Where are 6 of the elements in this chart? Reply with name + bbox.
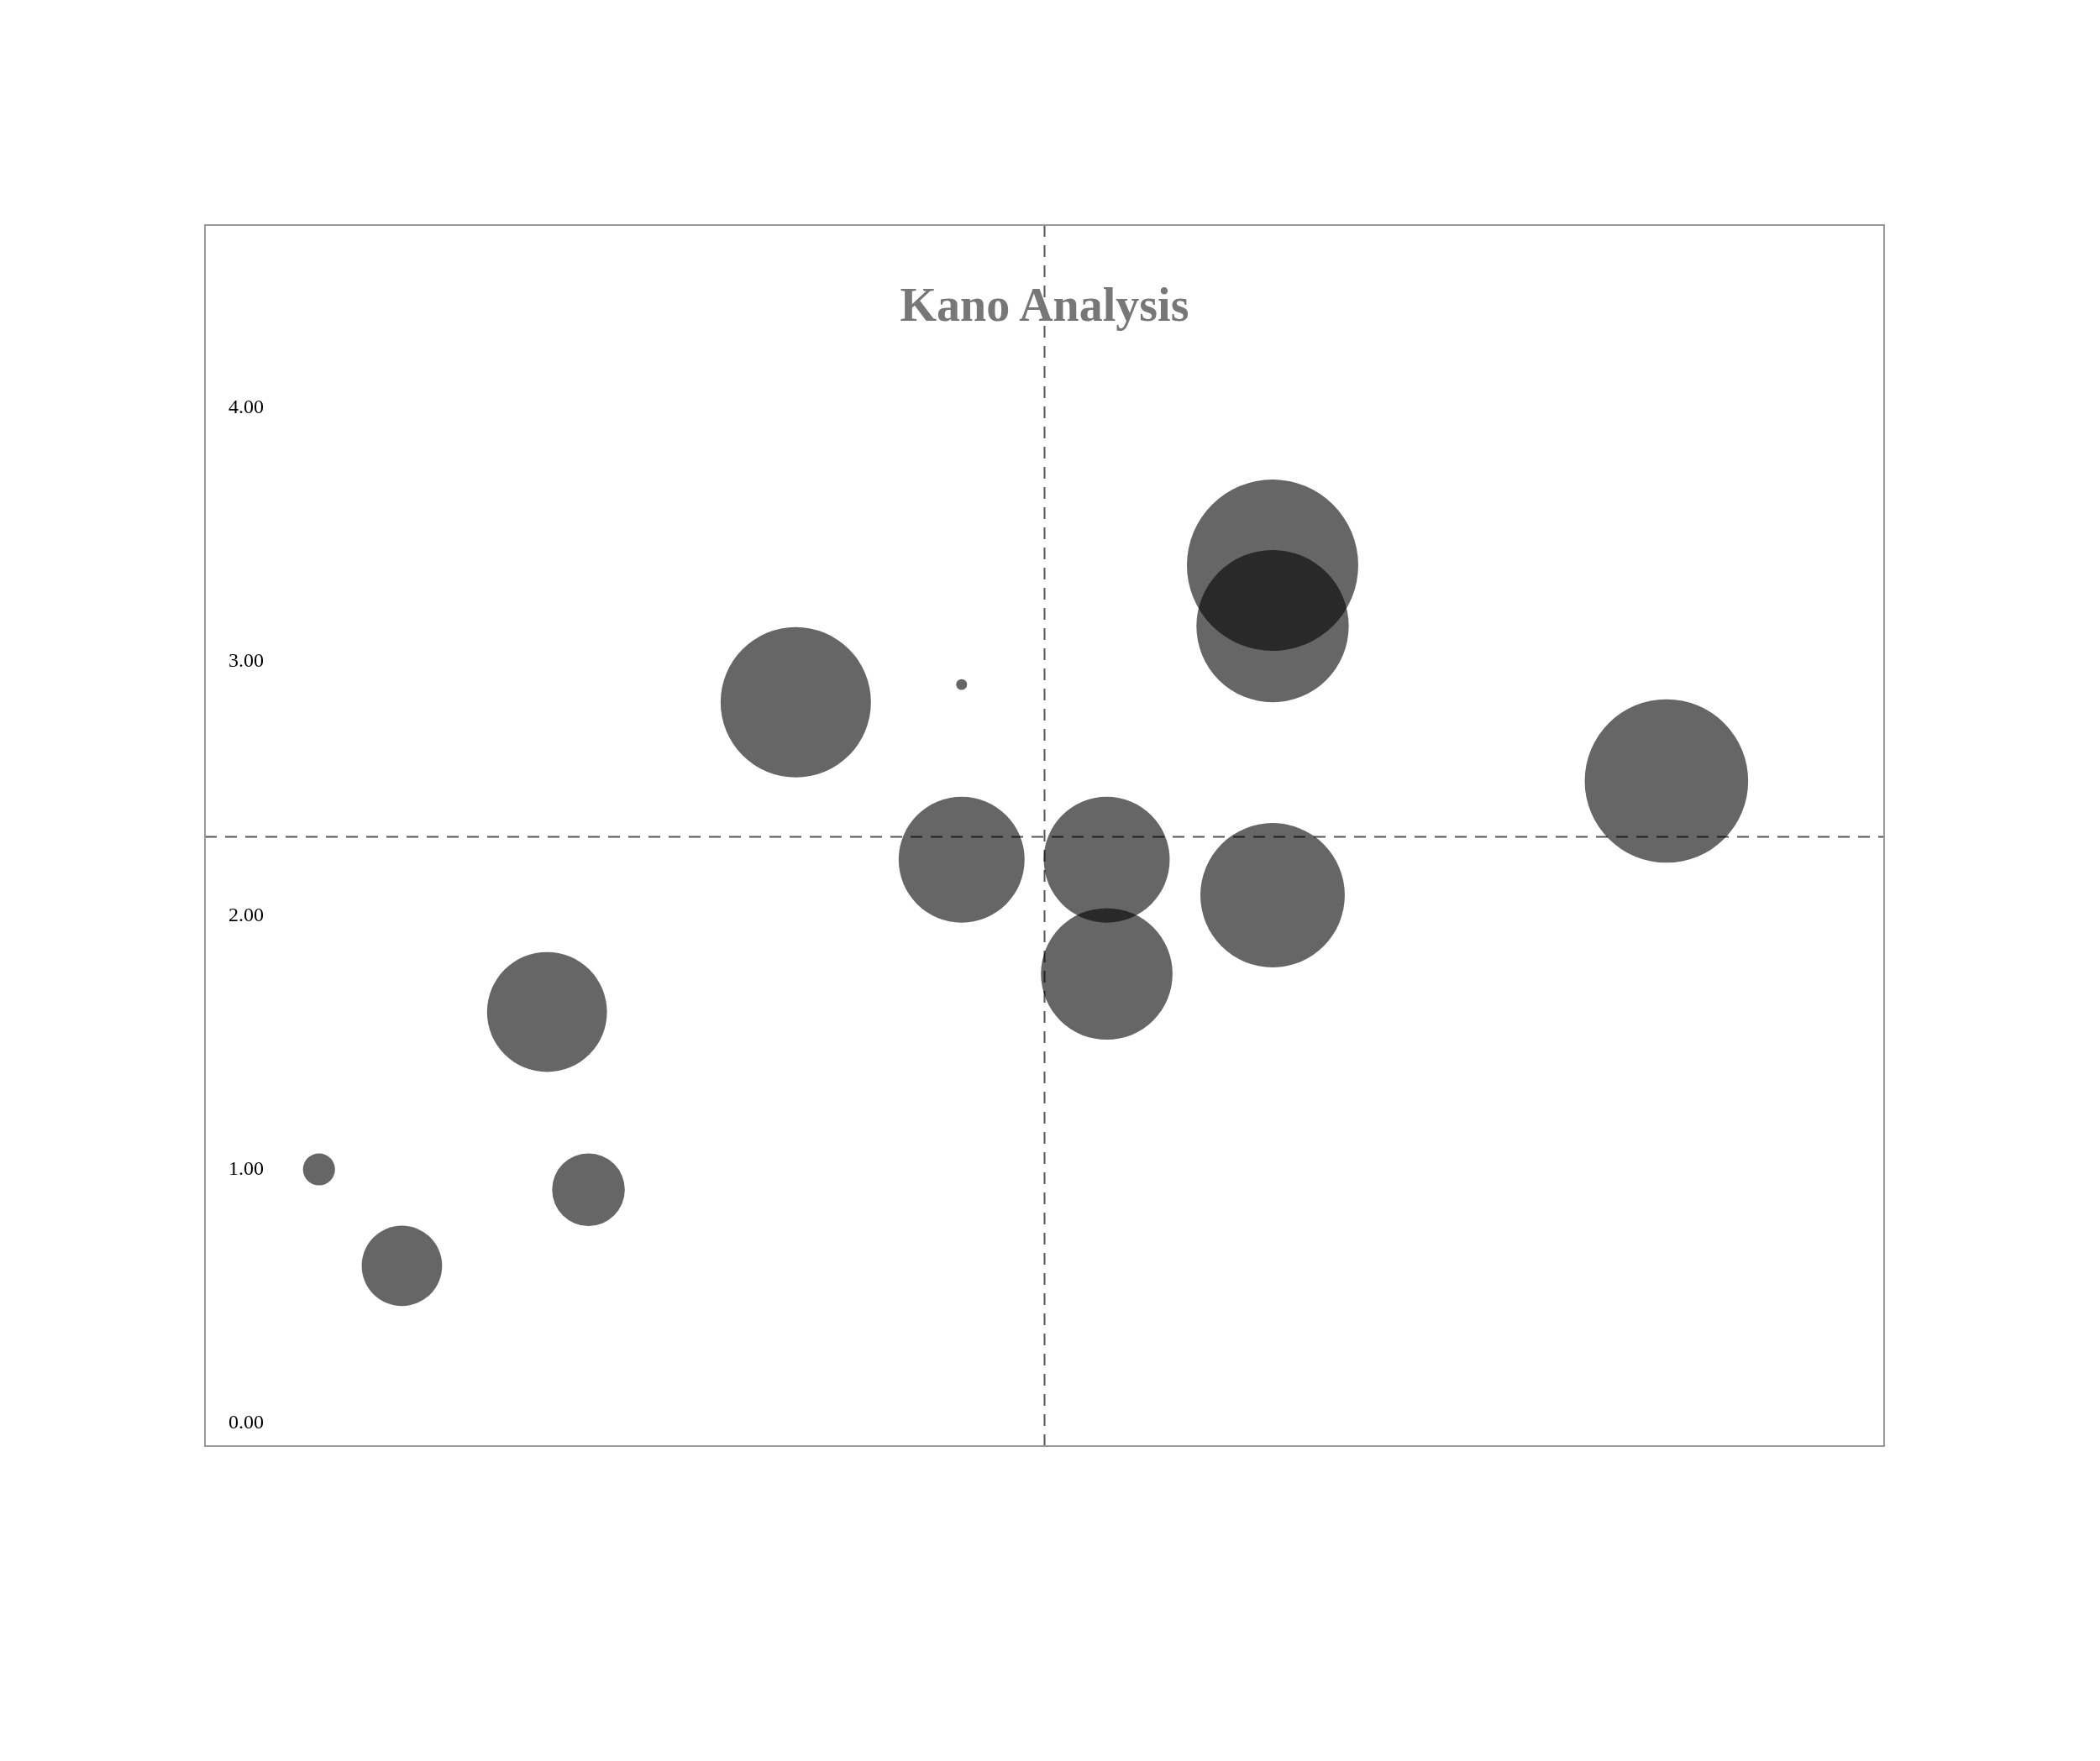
y-tick-label: 3.00 — [228, 649, 264, 672]
y-tick-label: 0.00 — [228, 1411, 264, 1433]
y-tick-label: 2.00 — [228, 903, 264, 925]
y-tick-label: 4.00 — [228, 395, 264, 417]
y-tick-label: 1.00 — [228, 1156, 264, 1179]
text: Kano Analysis — [900, 279, 1189, 332]
